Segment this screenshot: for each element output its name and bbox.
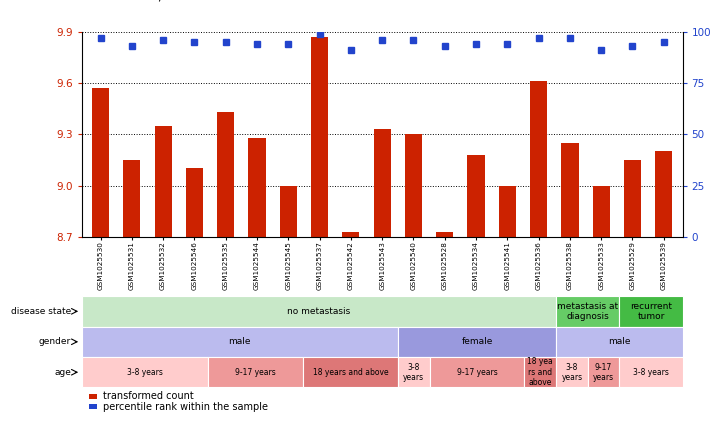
Text: 18 years and above: 18 years and above — [313, 368, 388, 377]
Text: GDS4469 / 8081945: GDS4469 / 8081945 — [96, 0, 223, 2]
Bar — [655, 151, 673, 237]
Text: male: male — [608, 337, 631, 346]
Text: female: female — [461, 337, 493, 346]
Bar — [624, 160, 641, 237]
Text: male: male — [229, 337, 251, 346]
Bar — [217, 112, 235, 237]
Bar — [186, 168, 203, 237]
Text: 3-8
years: 3-8 years — [561, 363, 582, 382]
Text: age: age — [54, 368, 71, 377]
Bar — [279, 186, 297, 237]
Text: 9-17 years: 9-17 years — [235, 368, 276, 377]
Text: disease state: disease state — [11, 307, 71, 316]
Text: transformed count: transformed count — [103, 391, 194, 401]
Bar — [467, 155, 485, 237]
Bar — [154, 126, 172, 237]
Text: 3-8 years: 3-8 years — [127, 368, 163, 377]
Text: 3-8
years: 3-8 years — [403, 363, 424, 382]
Bar — [123, 160, 141, 237]
Text: 3-8 years: 3-8 years — [633, 368, 669, 377]
Bar — [436, 232, 454, 237]
Text: no metastasis: no metastasis — [287, 307, 351, 316]
Text: gender: gender — [39, 337, 71, 346]
Bar — [311, 37, 328, 237]
Text: percentile rank within the sample: percentile rank within the sample — [103, 402, 268, 412]
Bar — [373, 129, 391, 237]
Bar — [92, 88, 109, 237]
Bar — [498, 186, 516, 237]
Bar — [592, 186, 610, 237]
Bar — [405, 135, 422, 237]
Text: 9-17 years: 9-17 years — [456, 368, 498, 377]
Text: recurrent
tumor: recurrent tumor — [630, 302, 672, 321]
Bar — [248, 138, 266, 237]
Bar — [342, 232, 360, 237]
Text: metastasis at
diagnosis: metastasis at diagnosis — [557, 302, 619, 321]
Bar — [561, 143, 579, 237]
Bar — [530, 81, 547, 237]
Text: 9-17
years: 9-17 years — [593, 363, 614, 382]
Text: 18 yea
rs and
above: 18 yea rs and above — [528, 357, 553, 387]
